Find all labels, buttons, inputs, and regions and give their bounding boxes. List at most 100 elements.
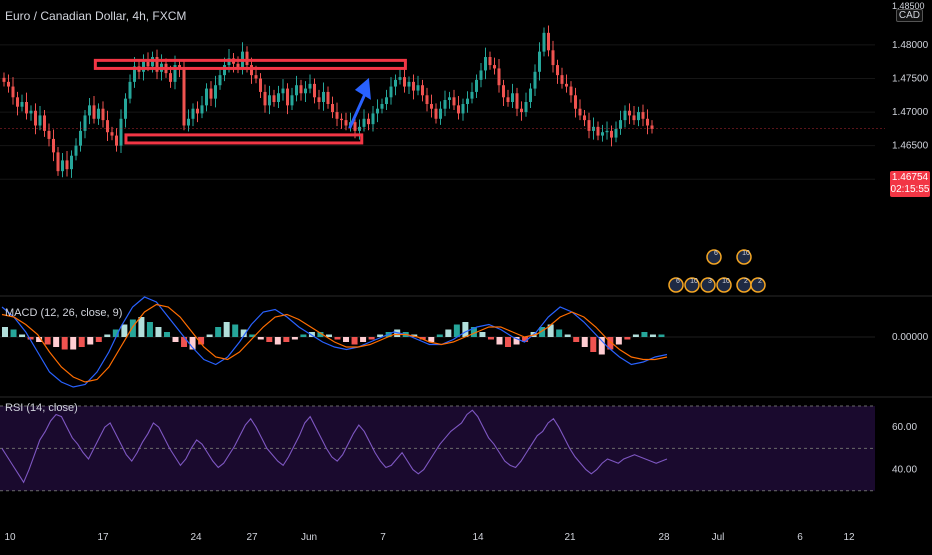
x-tick-label: 12 — [843, 532, 855, 543]
candle-body — [187, 118, 190, 126]
macd-histogram-bar — [181, 337, 188, 347]
macd-histogram-bar — [428, 337, 435, 342]
candle-body — [358, 126, 361, 131]
candle-body — [218, 75, 222, 86]
rsi-label: RSI (14, close) — [5, 402, 78, 414]
macd-histogram-bar — [291, 337, 298, 340]
x-tick-label: Jul — [712, 532, 725, 543]
rsi-layer — [1, 409, 668, 484]
candle-body — [340, 118, 343, 121]
macd-histogram-bar — [172, 337, 179, 342]
candle-body — [542, 32, 546, 52]
macd-histogram-bar — [274, 337, 281, 345]
x-tick-label: 7 — [380, 532, 386, 543]
countdown-timer: 02:15:55 — [890, 184, 930, 195]
candle-body — [56, 152, 60, 172]
candle-body — [70, 155, 73, 170]
macd-histogram-bar — [2, 327, 8, 337]
candle-body — [403, 77, 406, 87]
candle-body — [367, 118, 370, 125]
macd-histogram-bar — [112, 329, 119, 337]
candle-body — [74, 145, 78, 156]
candle-body — [430, 104, 433, 109]
candle-body — [43, 115, 46, 131]
macd-histogram-bar — [300, 334, 307, 337]
event-marker: 6 — [706, 249, 722, 265]
candle-body — [529, 88, 532, 102]
candle-body — [335, 112, 339, 119]
candle-body — [245, 51, 249, 66]
macd-histogram-bar — [78, 337, 85, 347]
candle-body — [556, 65, 559, 76]
candle-body — [646, 118, 649, 126]
event-count-label: 6 — [714, 250, 718, 257]
macd-histogram-bar — [368, 337, 375, 340]
annotations-layer — [0, 58, 885, 145]
macd-histogram-bar — [163, 332, 170, 337]
candle-body — [610, 130, 613, 138]
macd-histogram-bar — [649, 334, 656, 337]
macd-histogram-bar — [95, 337, 102, 342]
macd-label: MACD (12, 26, close, 9) — [5, 307, 123, 319]
candle-body — [524, 102, 528, 113]
macd-histogram-bar — [436, 334, 443, 337]
macd-line — [1, 296, 668, 388]
candle-body — [488, 57, 492, 66]
candle-body — [299, 85, 303, 94]
candle-body — [254, 75, 258, 79]
macd-histogram-bar — [343, 337, 350, 342]
macd-layer — [1, 296, 668, 388]
candle-body — [511, 93, 514, 102]
candle-body — [146, 61, 150, 67]
candle-body — [362, 118, 366, 127]
candle-body — [470, 91, 474, 99]
candle-body — [29, 110, 33, 114]
macd-histogram-bar — [581, 337, 588, 347]
macd-histogram-bar — [206, 334, 213, 337]
candle-body — [506, 97, 510, 102]
candle-body — [16, 97, 19, 107]
candle-body — [205, 88, 208, 106]
candle-body — [106, 120, 109, 133]
macd-histogram-bar — [445, 329, 452, 337]
candle-body — [304, 88, 307, 94]
candle-body — [574, 95, 577, 109]
candle-body — [560, 75, 564, 84]
macd-histogram-bar — [522, 337, 529, 342]
rsi-line — [1, 409, 668, 484]
candle-body — [11, 86, 15, 98]
rsi-tick-label: 40.00 — [892, 465, 917, 476]
event-count-label: 10 — [690, 278, 698, 285]
event-marker: 2 — [750, 277, 766, 293]
candle-body — [448, 97, 451, 100]
candle-body — [263, 91, 267, 106]
macd-histogram-bar — [44, 337, 51, 345]
candle-body — [34, 110, 37, 126]
macd-histogram-bar — [513, 337, 520, 345]
candle-body — [502, 85, 505, 98]
candle-body — [484, 57, 487, 71]
x-tick-label: 6 — [797, 532, 803, 543]
macd-histogram-bar — [266, 337, 273, 342]
event-marker: 10 — [684, 277, 700, 293]
macd-histogram-bar — [283, 337, 290, 342]
macd-histogram-bar — [189, 337, 196, 350]
macd-histogram-bar — [479, 332, 486, 337]
candle-body — [52, 138, 55, 153]
macd-histogram-bar — [632, 334, 639, 337]
candle-body — [322, 91, 325, 102]
candle-body — [2, 77, 6, 82]
macd-histogram-bar — [240, 329, 247, 337]
event-marker: 3 — [700, 277, 716, 293]
event-marker: 10 — [716, 277, 732, 293]
candle-body — [115, 135, 118, 146]
event-circle — [716, 277, 732, 293]
candle-body — [425, 95, 429, 105]
candle-body — [394, 79, 397, 87]
macd-histogram-bar — [351, 337, 358, 345]
event-marker: 10 — [736, 249, 752, 265]
macd-histogram-bar — [615, 337, 622, 345]
candle-body — [565, 83, 568, 87]
macd-histogram-bar — [496, 337, 503, 345]
